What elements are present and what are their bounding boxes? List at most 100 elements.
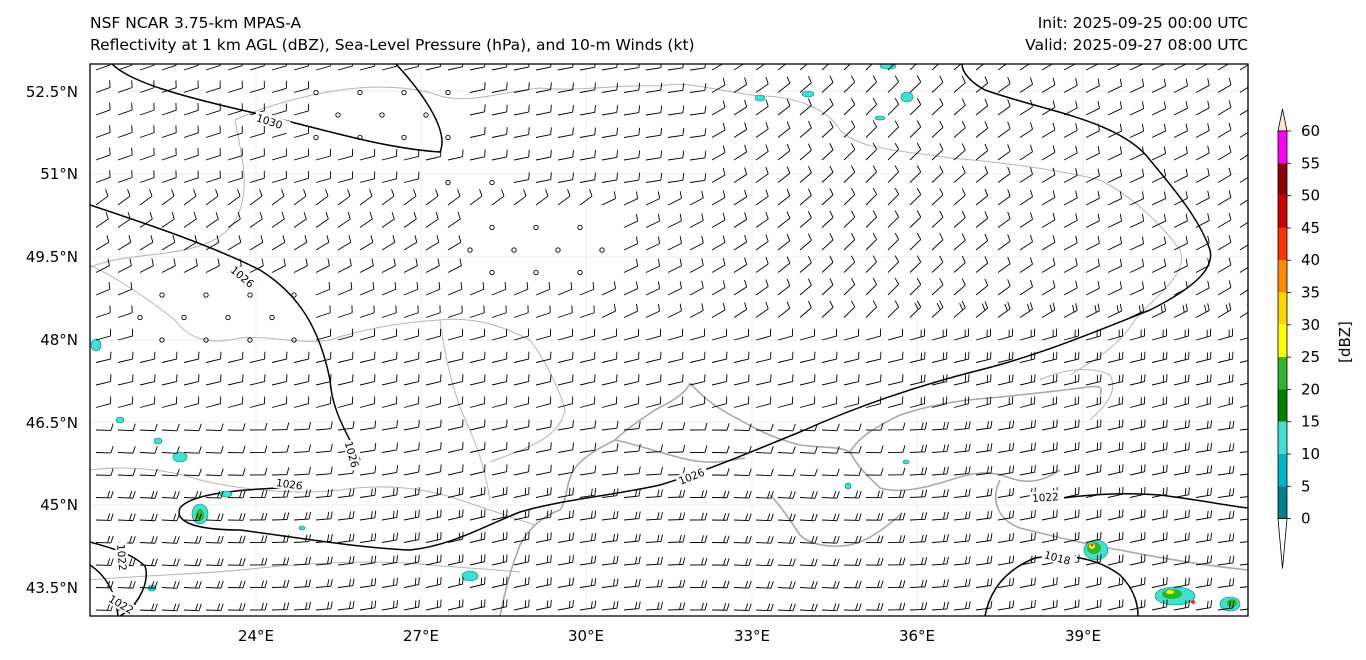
wind-barb [909, 142, 922, 161]
wind-barb [997, 442, 1015, 453]
calm-marker [313, 134, 319, 141]
wind-barb [1151, 236, 1167, 251]
wind-barb [425, 419, 442, 431]
wind-barb [1173, 374, 1190, 386]
wind-barb [887, 277, 900, 296]
wind-barb [821, 75, 834, 93]
wind-barb [359, 189, 373, 206]
wind-barb [117, 189, 131, 206]
wind-barb [1195, 351, 1212, 363]
wind-barb [755, 374, 772, 386]
wind-barb [1129, 236, 1145, 251]
wind-barb [1129, 374, 1146, 386]
wind-barb [293, 171, 309, 183]
wind-barb [1085, 576, 1102, 588]
wind-barb [557, 351, 574, 363]
wind-barb [205, 396, 222, 408]
wind-barb [117, 170, 133, 183]
wind-barb [139, 189, 153, 206]
wind-barb [117, 446, 136, 454]
wind-barb [1217, 167, 1232, 183]
wind-barb [865, 557, 884, 566]
isobar-lines [90, 64, 1248, 616]
wind-barb [931, 579, 949, 588]
wind-barb [777, 166, 791, 183]
wind-barb [667, 173, 685, 183]
wind-barb [315, 421, 333, 431]
wind-barb [645, 236, 661, 251]
wind-barb [249, 189, 263, 206]
wind-barb [425, 351, 442, 363]
wind-barb [469, 441, 486, 453]
wind-barb [161, 351, 178, 363]
calm-marker [247, 337, 253, 343]
wind-barb [579, 328, 596, 341]
wind-barb [623, 82, 641, 93]
wind-barb [161, 80, 177, 93]
wind-barb [535, 532, 552, 543]
wind-barb [359, 374, 376, 386]
wind-barb [975, 278, 989, 296]
wind-barb [95, 468, 114, 476]
wind-barb [139, 235, 154, 251]
wind-barb [777, 121, 791, 138]
wind-barb [1107, 441, 1124, 453]
wind-barb [95, 147, 111, 161]
wind-barb [579, 82, 596, 93]
wind-barb [425, 532, 442, 543]
wind-barb [161, 468, 180, 477]
wind-barb [425, 374, 442, 386]
wind-barb [645, 511, 663, 521]
calm-marker [159, 292, 165, 298]
wind-barb [161, 211, 175, 228]
wind-barb [1019, 189, 1033, 206]
wind-barb [1195, 487, 1213, 498]
wind-barb [579, 532, 597, 543]
wind-barb [1019, 509, 1036, 521]
wind-barb [447, 441, 464, 453]
wind-barb [843, 558, 862, 566]
wind-barb [1239, 382, 1248, 386]
wind-barb [315, 305, 331, 318]
wind-barb [1151, 599, 1168, 611]
wind-barb [887, 232, 900, 251]
wind-barb [381, 600, 398, 611]
wind-barb [1217, 396, 1234, 408]
wind-barb [997, 99, 1011, 116]
wind-barb [1195, 303, 1210, 318]
wind-barb [821, 490, 840, 499]
wind-barb [1085, 281, 1100, 296]
wind-barb [337, 396, 354, 408]
wind-barb [645, 191, 661, 206]
wind-barb [513, 599, 530, 611]
wind-barb [711, 468, 730, 476]
wind-barb [447, 258, 462, 273]
wind-barb [205, 468, 224, 476]
wind-barb [513, 189, 527, 206]
wind-barb [865, 512, 884, 521]
wind-barb [799, 396, 816, 408]
wind-barb [887, 64, 895, 71]
wind-barb [953, 466, 971, 476]
wind-barb [931, 374, 948, 386]
wind-barb [623, 191, 639, 206]
wind-barb [711, 328, 728, 341]
wind-barb [931, 255, 944, 273]
wind-barb [161, 189, 175, 206]
wind-barb [1195, 577, 1213, 588]
wind-barb [1019, 442, 1036, 453]
wind-barb [381, 420, 398, 431]
wind-barb [117, 351, 134, 363]
wind-barb [271, 534, 290, 543]
wind-barb [491, 554, 508, 566]
wind-barb [425, 64, 442, 71]
wind-barb [117, 235, 132, 251]
wind-barb [733, 122, 748, 138]
wind-barb [975, 328, 992, 341]
wind-barb [1107, 101, 1122, 116]
wind-barb [601, 443, 619, 453]
wind-barb [931, 534, 949, 543]
wind-barb [513, 419, 530, 431]
wind-barb [249, 557, 268, 566]
wind-barb [447, 374, 464, 386]
